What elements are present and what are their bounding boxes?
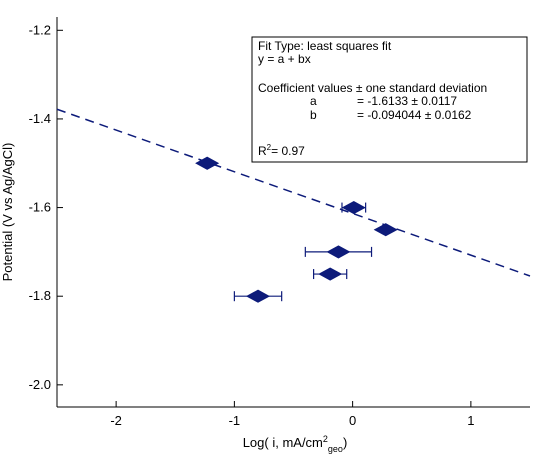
- fit-box-a-value: = -1.6133 ± 0.0117: [357, 94, 457, 108]
- x-axis-title-main: Log( i, mA/cm: [243, 435, 323, 450]
- fit-line: [56, 108, 531, 277]
- fit-box-r2-value: = 0.97: [271, 144, 305, 158]
- plot-frame: [56, 17, 530, 408]
- fit-box-line3: Coefficient values ± one standard deviat…: [258, 81, 487, 95]
- data-point: [318, 267, 343, 281]
- fit-line-group: [56, 108, 531, 277]
- fit-box-b-name: b: [310, 108, 317, 122]
- y-tick-label: -1.8: [29, 288, 51, 303]
- data-point: [195, 156, 220, 170]
- fit-box-r2-prefix: R: [258, 144, 267, 158]
- fit-box-line1: Fit Type: least squares fit: [258, 39, 392, 53]
- fit-box-border: [251, 36, 528, 163]
- data-point: [245, 289, 271, 303]
- y-tick-label: -1.4: [29, 111, 51, 126]
- data-point: [341, 200, 366, 215]
- y-tick-label: -1.6: [29, 200, 51, 215]
- fit-box-r2-sup: 2: [267, 143, 272, 152]
- data-point: [326, 245, 351, 259]
- y-tick-label: -1.2: [29, 22, 51, 37]
- axis-ticks: -2 -1 0 1 -1.2 -1.4 -1.6 -1.8 -2.0: [29, 22, 475, 428]
- fit-box-line2: y = a + bx: [258, 52, 311, 66]
- fit-box: Fit Type: least squares fit y = a + bx C…: [251, 36, 528, 163]
- fit-box-r2: R2= 0.97: [258, 143, 305, 158]
- x-tick-label: -2: [110, 413, 122, 428]
- x-axis-title: Log( i, mA/cm2geo): [243, 434, 348, 454]
- x-axis-title-sup: 2: [323, 434, 328, 444]
- data-point: [373, 223, 398, 237]
- y-axis-title: Potential (V vs Ag/AgCl): [0, 143, 15, 282]
- x-tick-label: 0: [349, 413, 356, 428]
- fit-box-b-value: = -0.094044 ± 0.0162: [357, 108, 472, 122]
- y-tick-label: -2.0: [29, 377, 51, 392]
- data-points: [195, 156, 398, 303]
- x-tick-label: 1: [467, 413, 474, 428]
- fit-box-a-name: a: [310, 94, 317, 108]
- x-axis-title-sub: geo: [328, 444, 343, 454]
- x-axis-title-end: ): [343, 435, 347, 450]
- x-tick-label: -1: [229, 413, 241, 428]
